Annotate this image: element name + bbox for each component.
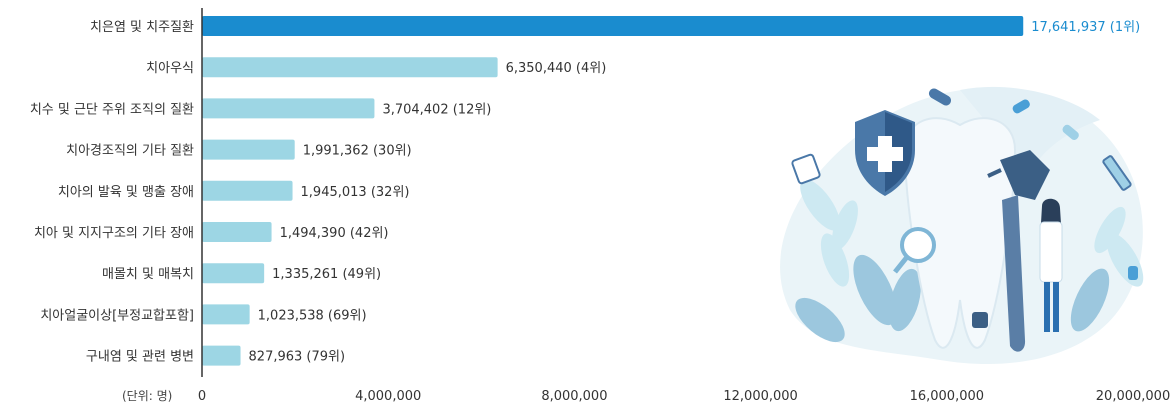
x-tick-label: 12,000,000 [723, 389, 797, 404]
category-label: 치수 및 근단 주위 조직의 질환 [30, 102, 194, 117]
category-label: 치아 및 지지구조의 기타 장애 [34, 226, 194, 241]
category-label: 구내염 및 관련 병변 [86, 350, 194, 365]
value-label: 3,704,402 (12위) [382, 102, 491, 117]
dental-drill-icon [987, 150, 1050, 352]
calendar-icon [791, 153, 821, 185]
bar [202, 57, 498, 78]
bar [202, 180, 293, 201]
bar [202, 16, 1024, 36]
category-label: 치은염 및 치주질환 [90, 20, 194, 35]
shield-cross-icon [855, 110, 915, 196]
pill-icon [928, 88, 1138, 328]
x-axis: 0 4,000,000 8,000,000 12,000,000 16,000,000 2… [122, 8, 1170, 404]
bar [202, 263, 265, 284]
category-label: 치아우식 [146, 61, 194, 76]
value-label: 6,350,440 (4위) [506, 61, 607, 76]
bars-group: 치은염 및 치주질환 17,641,937 (1위) 치아우식 6,350,440 (… [30, 16, 1140, 366]
value-label: 1,494,390 (42위) [280, 226, 389, 241]
bar [202, 304, 250, 325]
magnifier-icon [893, 227, 936, 274]
x-tick-label: 20,000,000 [1096, 389, 1170, 404]
unit-note: (단위: 명) [122, 389, 172, 403]
bar [202, 98, 375, 119]
dental-illustration [780, 86, 1144, 365]
bar [202, 345, 241, 366]
value-label: 827,963 (79위) [249, 350, 346, 365]
bar [202, 139, 295, 160]
category-label: 치아의 발육 및 맹출 장애 [58, 185, 194, 200]
dentist-figure-icon [1039, 198, 1063, 332]
value-label: 1,991,362 (30위) [303, 144, 412, 159]
category-label: 치아경조직의 기타 질환 [66, 144, 194, 159]
leaf-dark-icon [795, 254, 1110, 343]
value-label: 1,335,261 (49위) [272, 267, 381, 282]
category-label: 매몰치 및 매복치 [102, 267, 194, 282]
bar [202, 222, 272, 242]
x-tick-label: 4,000,000 [355, 389, 421, 404]
category-label: 치아얼굴이상[부정교합포함] [40, 308, 194, 323]
value-label: 17,641,937 (1위) [1031, 20, 1140, 35]
value-label: 1,945,013 (32위) [301, 185, 410, 200]
x-tick-label: 0 [198, 389, 206, 404]
leaf-icon [800, 179, 1144, 287]
tooth-icon [903, 117, 1017, 349]
value-label: 1,023,538 (69위) [258, 308, 367, 323]
x-tick-label: 8,000,000 [541, 389, 607, 404]
syringe-icon [1102, 155, 1132, 191]
x-tick-label: 16,000,000 [910, 389, 984, 404]
